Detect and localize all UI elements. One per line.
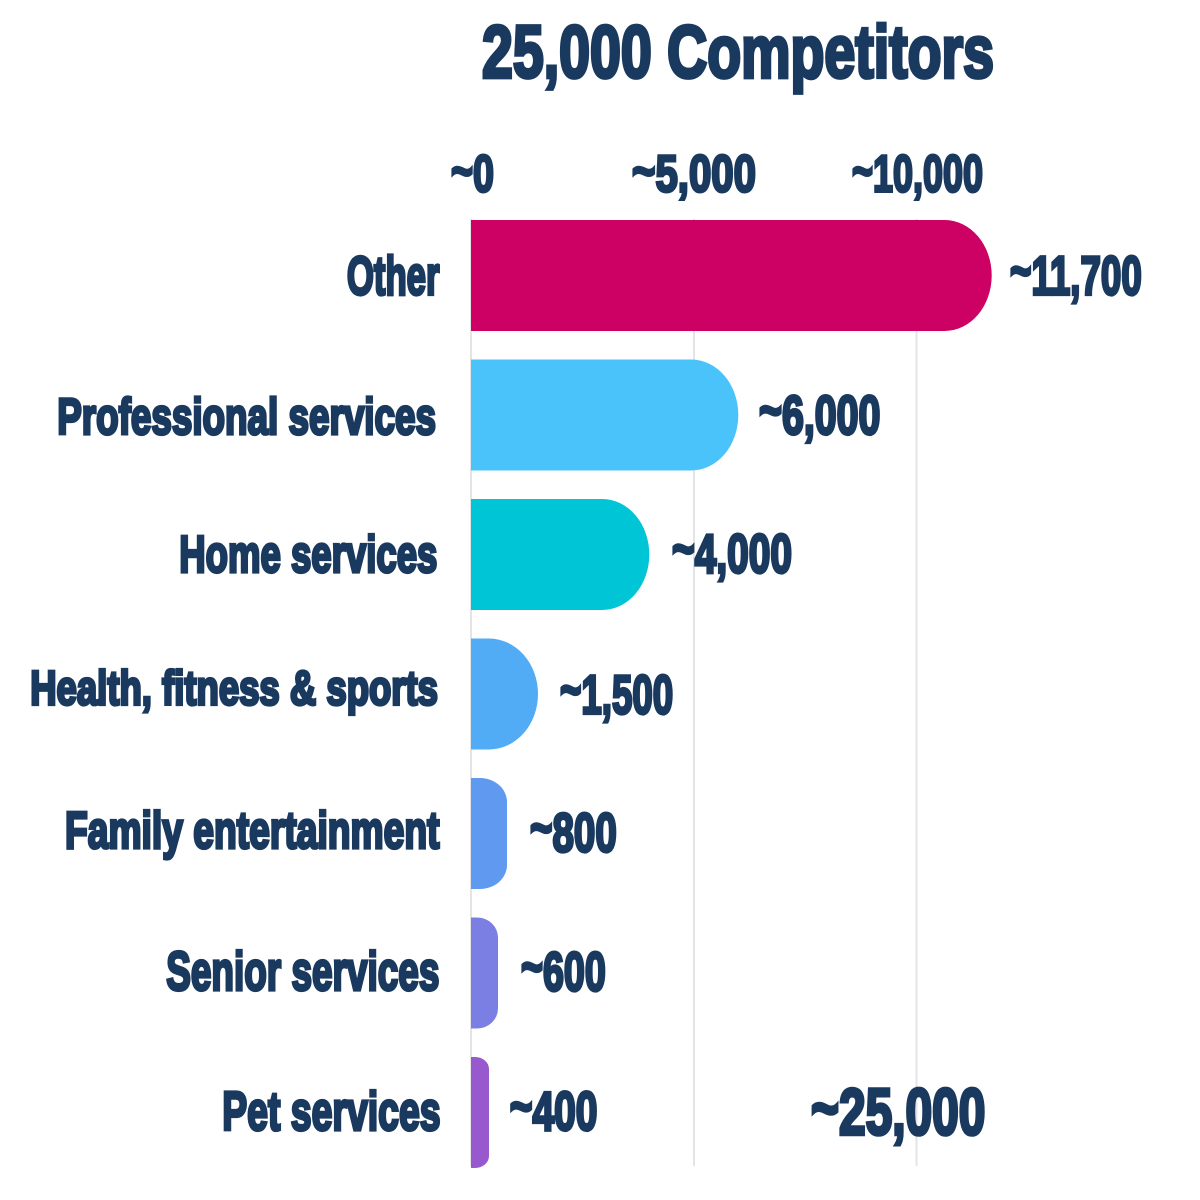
svg-text:~10,000: ~10,000	[852, 143, 983, 204]
svg-text:~800: ~800	[530, 796, 617, 863]
svg-text:~1,500: ~1,500	[560, 659, 673, 726]
svg-text:Home services: Home services	[179, 526, 437, 584]
svg-text:Pet services: Pet services	[222, 1080, 440, 1142]
svg-text:~5,000: ~5,000	[632, 143, 756, 204]
svg-text:Professional services: Professional services	[57, 388, 436, 445]
svg-text:~400: ~400	[510, 1075, 598, 1142]
svg-text:Family entertainment: Family entertainment	[65, 801, 440, 859]
svg-text:Senior services: Senior services	[166, 940, 439, 1002]
svg-text:~25,000: ~25,000	[811, 1071, 985, 1149]
svg-text:Other: Other	[347, 245, 440, 307]
svg-text:25,000 Competitors: 25,000 Competitors	[482, 11, 994, 94]
svg-text:~0: ~0	[451, 143, 494, 204]
svg-text:~6,000: ~6,000	[759, 379, 880, 446]
svg-text:~600: ~600	[521, 935, 606, 1002]
svg-text:Health, fitness & sports: Health, fitness & sports	[30, 662, 438, 716]
svg-text:~11,700: ~11,700	[1010, 240, 1142, 307]
svg-text:~4,000: ~4,000	[672, 518, 792, 585]
